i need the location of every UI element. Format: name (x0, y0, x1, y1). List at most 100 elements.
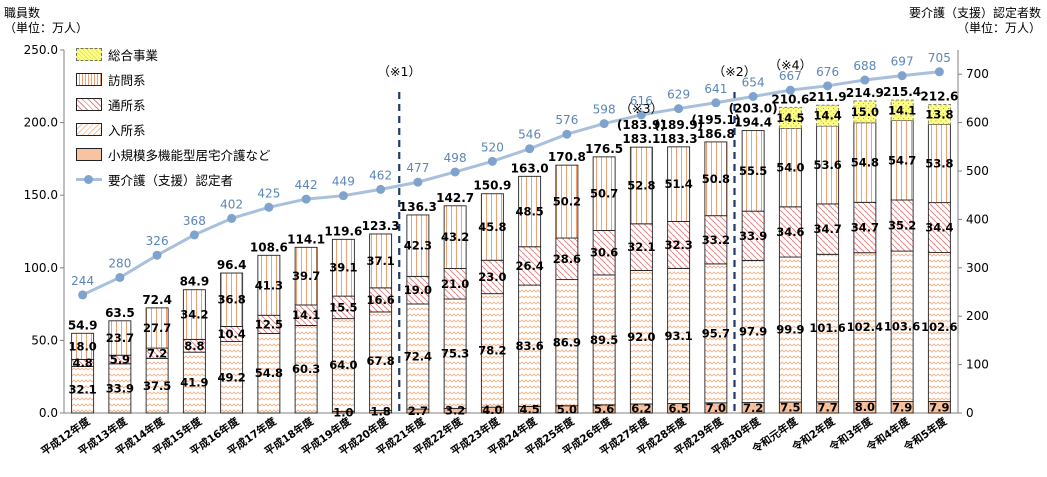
data-label-homon: 37.1 (366, 254, 394, 268)
right-tick-label: 0 (966, 406, 974, 420)
data-label-tsusho: 30.6 (590, 246, 618, 260)
data-label-tsusho: 10.4 (217, 327, 245, 341)
bar-annotation: （※3） (620, 101, 663, 116)
data-label-nyusho: 75.3 (441, 347, 469, 361)
data-label-homon: 50.2 (553, 195, 581, 209)
data-label-shokibo: 7.9 (929, 400, 949, 414)
left-axis-title: 職員数 （単位：万人） (4, 6, 88, 36)
data-label-shokibo: 6.2 (631, 401, 651, 415)
data-label-nyusho: 37.5 (143, 379, 171, 393)
line-series-point (301, 194, 311, 204)
data-label-nyusho: 83.6 (515, 339, 543, 353)
line-value-label: 676 (816, 65, 839, 79)
data-label-nyusho: 72.4 (404, 350, 432, 364)
bar-segment-homon (480, 193, 504, 261)
legend: 総合事業 訪問系 通所系 入所系 小規模多機能型居宅介護など 要介護（支援）認定… (76, 42, 271, 192)
right-axis-title-line2: （単位：万人） (956, 21, 1041, 35)
data-label-nyusho: 86.9 (553, 336, 581, 350)
bar-segment-sogo (890, 99, 914, 122)
bar-segment-homon (667, 146, 691, 222)
legend-item-line: 要介護（支援）認定者 (76, 167, 271, 192)
bar-total-label: 123.3 (362, 219, 400, 233)
data-label-tsusho: 33.2 (702, 233, 730, 247)
data-label-tsusho: 32.1 (627, 240, 655, 254)
bar-annotation: （※4） (769, 57, 812, 72)
right-axis-title-line1: 要介護（支援）認定者数 (908, 6, 1041, 20)
data-label-nyusho: 103.6 (884, 319, 920, 333)
line-value-label: 244 (71, 274, 94, 288)
bar-total-label: 142.7 (436, 191, 474, 205)
data-label-shokibo: 1.0 (333, 405, 353, 419)
data-label-nyusho: 54.8 (255, 366, 283, 380)
data-label-nyusho: 92.0 (627, 330, 655, 344)
bar-total-label: 186.8 (697, 127, 735, 141)
data-label-sogo: 13.8 (925, 107, 953, 121)
bar-segment-homon (443, 205, 467, 269)
data-label-homon: 23.7 (106, 331, 134, 345)
left-tick-label: 100.0 (24, 261, 58, 275)
data-label-tsusho: 34.4 (925, 221, 953, 235)
bar-total-label: 96.4 (217, 258, 247, 272)
data-label-homon: 54.8 (851, 156, 879, 170)
bar-segment-homon (741, 130, 765, 212)
right-tick-label: 600 (966, 116, 989, 130)
line-series-point (338, 191, 348, 201)
bar-segment-homon (927, 124, 951, 204)
data-label-nyusho: 102.6 (921, 320, 957, 334)
data-label-tsusho: 15.5 (329, 300, 357, 314)
line-value-label: 498 (444, 151, 467, 165)
line-value-label: 546 (518, 128, 541, 142)
line-value-label: 616 (630, 94, 653, 108)
data-label-homon: 34.2 (180, 308, 208, 322)
data-label-nyusho: 41.9 (180, 376, 208, 390)
data-label-homon: 54.0 (776, 161, 804, 175)
line-value-label: 705 (928, 51, 951, 65)
line-series-point (785, 85, 795, 95)
line-series-point (115, 272, 125, 282)
data-label-nyusho: 49.2 (217, 370, 245, 384)
line-value-label: 402 (220, 197, 243, 211)
legend-item-tsusho: 通所系 (76, 92, 271, 117)
bar-segment-homon (145, 307, 169, 349)
line-series-point (189, 230, 199, 240)
line-value-label: 477 (406, 161, 429, 175)
data-label-homon: 41.3 (255, 278, 283, 292)
data-label-shokibo: 7.7 (817, 400, 837, 414)
data-label-shokibo: 4.5 (519, 403, 539, 417)
data-label-tsusho: 26.4 (515, 259, 543, 273)
bar-segment-homon (778, 127, 802, 208)
data-label-sogo: 14.1 (888, 103, 916, 117)
data-label-nyusho: 67.8 (366, 354, 394, 368)
bar-segment-homon (331, 238, 355, 297)
bar-total-label: 210.6 (771, 92, 809, 106)
line-value-label: 462 (369, 168, 392, 182)
line-series-point (674, 104, 684, 114)
line-value-label: 667 (779, 69, 802, 83)
data-label-tsusho: 8.8 (184, 339, 204, 353)
bar-total-paren-label: (195.1) (691, 113, 740, 127)
bar-segment-homon (71, 332, 95, 360)
data-label-tsusho: 34.7 (813, 222, 841, 236)
left-tick-label: 250.0 (24, 43, 58, 57)
data-label-homon: 42.3 (404, 239, 432, 253)
legend-label-homon: 訪問系 (108, 73, 146, 88)
bars-group (71, 99, 951, 414)
data-label-sogo: 15.0 (851, 105, 879, 119)
right-tick-label: 300 (966, 261, 989, 275)
data-label-nyusho: 89.5 (590, 333, 618, 347)
left-tick-label: 50.0 (31, 333, 58, 347)
bar-total-label: 119.6 (324, 224, 362, 238)
legend-swatch-shokibo (76, 148, 102, 161)
data-label-sogo: 14.4 (813, 109, 841, 123)
data-label-nyusho: 97.9 (739, 324, 767, 338)
line-value-label: 576 (555, 113, 578, 127)
line-value-label: 449 (332, 175, 355, 189)
line-value-label: 442 (295, 178, 318, 192)
data-label-shokibo: 7.9 (892, 400, 912, 414)
data-label-tsusho: 32.3 (664, 238, 692, 252)
data-label-tsusho: 19.0 (404, 283, 432, 297)
line-series-point (636, 110, 646, 120)
bar-total-label: 215.4 (883, 85, 921, 99)
line-series-point (934, 67, 944, 77)
